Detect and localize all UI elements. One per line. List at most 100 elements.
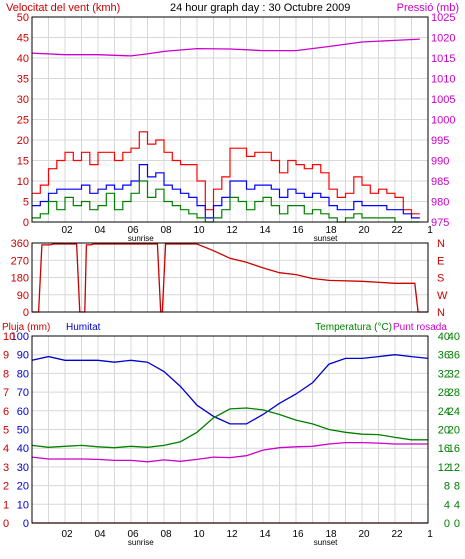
pressure-tick-label: 985 [431, 176, 449, 188]
x-tick-label: 14 [259, 529, 271, 540]
direction-tick-label: 90 [17, 290, 29, 302]
direction-tick-label: 270 [11, 255, 29, 267]
temperature-label: Temperatura (°C) [315, 322, 392, 333]
rain-label: Pluja (mm) [2, 322, 50, 333]
x-tick-label: 06 [127, 225, 139, 236]
pressure-tick-label: 975 [431, 217, 449, 229]
x-tick-label: 08 [160, 529, 172, 540]
pressure-tick-label: 1000 [431, 115, 455, 127]
temperature-tick-label: 28 [448, 387, 460, 399]
direction-tick-label: 0 [23, 307, 29, 319]
temperature-tick-label: 40 [448, 331, 460, 343]
direction-tick-label: 180 [11, 273, 29, 285]
rain-tick-label: 6 [3, 406, 9, 418]
compass-label: E [437, 255, 444, 267]
x-tick-label: 06 [127, 529, 139, 540]
temperature-tick-label: 16 [448, 443, 460, 455]
rain-tick-label: 10 [3, 331, 15, 343]
x-tick-label: 04 [94, 225, 106, 236]
sunrise-marker: sunrise [128, 234, 154, 243]
x-tick-label: 14 [259, 225, 271, 236]
rain-tick-label: 5 [3, 425, 9, 437]
x-tick-label: 08 [160, 225, 172, 236]
temperature-tick-label: 32 [448, 368, 460, 380]
wind-tick-label: 30 [17, 94, 29, 106]
pressure-tick-label: 990 [431, 156, 449, 168]
wind-direction-series [32, 243, 428, 313]
dewpoint-series [31, 441, 428, 463]
pressure-series [31, 38, 420, 57]
temperature-tick-label: 20 [438, 425, 450, 437]
wind-tick-label: 35 [17, 74, 29, 86]
humidity-tick-label: 30 [17, 462, 29, 474]
pressure-tick-label: 995 [431, 135, 449, 147]
x-tick-label: 18 [325, 225, 337, 236]
temperature-tick-label: 32 [438, 368, 450, 380]
temperature-tick-label: 12 [448, 462, 460, 474]
temperature-tick-label: 4 [454, 499, 460, 511]
sunset-marker: sunset [314, 234, 338, 243]
humidity-tick-label: 90 [17, 350, 29, 362]
temperature-tick-label: 8 [454, 481, 460, 493]
wind-gust-series [32, 131, 420, 215]
plot-frame [31, 242, 429, 313]
humidity-tick-label: 10 [17, 499, 29, 511]
humidity-tick-label: 20 [17, 481, 29, 493]
temperature-tick-label: 24 [448, 406, 460, 418]
dewpoint-label: Punt rosada [393, 322, 447, 333]
x-tick-label: 1 [427, 225, 433, 236]
wind-minimum-series [32, 180, 420, 223]
pressure-tick-label: 1025 [431, 12, 455, 24]
wind-average-series [32, 164, 420, 219]
temperature-tick-label: 20 [448, 425, 460, 437]
pressure-tick-label: 1010 [431, 74, 455, 86]
rain-tick-label: 9 [3, 350, 9, 362]
temperature-tick-label: 40 [438, 331, 450, 343]
pressure-label: Pressió (mb) [397, 2, 459, 14]
rain-tick-label: 4 [3, 443, 9, 455]
sunrise-marker: sunrise [128, 538, 154, 547]
direction-tick-label: 360 [11, 238, 29, 250]
pressure-tick-label: 1005 [431, 94, 455, 106]
temperature-tick-label: 36 [438, 350, 450, 362]
humidity-tick-label: 40 [17, 443, 29, 455]
wind-tick-label: 50 [17, 12, 29, 24]
x-tick-label: 10 [193, 225, 205, 236]
rain-tick-label: 3 [3, 462, 9, 474]
wind-tick-label: 0 [23, 217, 29, 229]
wind-tick-label: 40 [17, 53, 29, 65]
x-tick-label: 12 [226, 529, 238, 540]
temperature-tick-label: 4 [444, 499, 450, 511]
wind-pressure-panel: 0510152025303540455097598098599099510001… [17, 12, 456, 243]
rain-tick-label: 1 [3, 499, 9, 511]
wind-tick-label: 10 [17, 176, 29, 188]
compass-label: W [437, 290, 448, 302]
x-tick-label: 12 [226, 225, 238, 236]
humidity-tick-label: 60 [17, 406, 29, 418]
temperature-series [31, 407, 428, 449]
temperature-tick-label: 0 [454, 518, 460, 530]
pressure-tick-label: 980 [431, 197, 449, 209]
sunset-marker: sunset [314, 538, 338, 547]
wind-tick-label: 45 [17, 33, 29, 45]
temperature-tick-label: 8 [444, 481, 450, 493]
compass-label: N [437, 238, 445, 250]
pressure-tick-label: 1015 [431, 53, 455, 65]
temperature-tick-label: 36 [448, 350, 460, 362]
humidity-tick-label: 70 [17, 387, 29, 399]
temperature-tick-label: 28 [438, 387, 450, 399]
wind-speed-label: Velocitat del vent (kmh) [6, 2, 120, 14]
humidity-tick-label: 0 [23, 518, 29, 530]
plot-frame [31, 16, 429, 223]
humidity-label: Humitat [66, 322, 101, 333]
x-tick-label: 16 [292, 225, 304, 236]
graph-title: 24 hour graph day : 30 Octubre 2009 [170, 2, 350, 14]
x-tick-label: 20 [358, 225, 370, 236]
humidity-tick-label: 50 [17, 425, 29, 437]
x-tick-label: 18 [325, 529, 337, 540]
humidity-series [31, 354, 429, 425]
wind-tick-label: 15 [17, 156, 29, 168]
